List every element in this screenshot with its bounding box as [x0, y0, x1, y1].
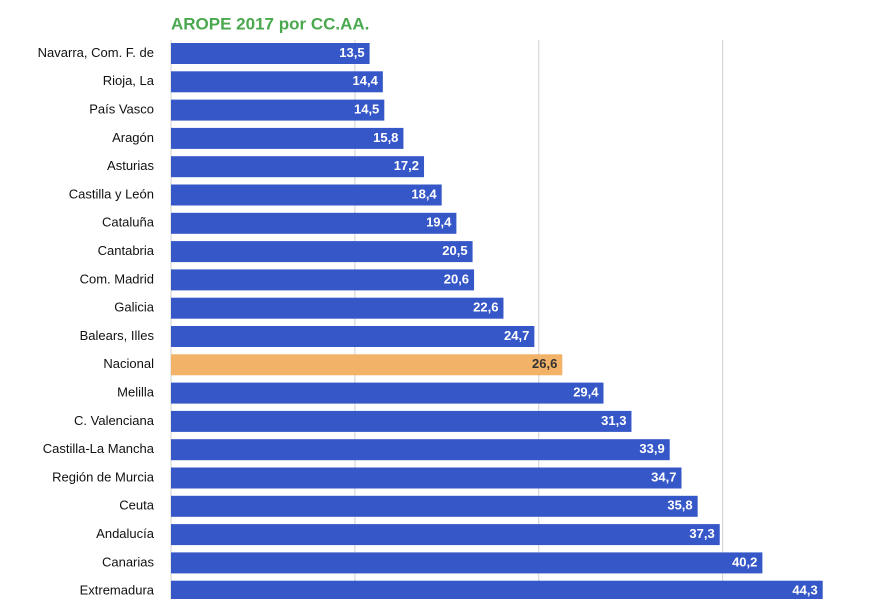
value-label: 14,5: [354, 102, 379, 117]
category-label: Galicia: [114, 300, 155, 315]
value-label: 24,7: [504, 328, 529, 343]
category-label: Cataluña: [102, 215, 155, 230]
value-label: 34,7: [651, 469, 676, 484]
category-label: Com. Madrid: [80, 271, 154, 286]
bar: [171, 241, 473, 263]
bar: [171, 269, 475, 291]
bar: [171, 156, 425, 178]
value-label: 26,6: [532, 356, 557, 371]
value-label: 40,2: [732, 554, 757, 569]
bar: [171, 467, 682, 489]
bar: [171, 326, 535, 347]
category-label: Rioja, La: [103, 73, 155, 88]
category-label: Balears, Illes: [80, 328, 155, 343]
category-label: Castilla y León: [69, 186, 154, 201]
bar: [171, 439, 670, 461]
value-label: 13,5: [339, 45, 364, 60]
category-label: C. Valenciana: [74, 413, 155, 428]
value-label: 31,3: [601, 413, 626, 428]
bar: [171, 552, 763, 574]
bar: [171, 184, 442, 206]
bar: [171, 524, 720, 546]
category-label: Aragón: [112, 130, 154, 145]
bar: [171, 127, 404, 149]
value-label: 29,4: [573, 385, 599, 400]
value-label: 35,8: [667, 498, 692, 513]
value-label: 18,4: [411, 186, 437, 201]
bar: [171, 382, 604, 404]
value-label: 22,6: [473, 300, 498, 315]
category-label: Canarias: [102, 554, 155, 569]
category-label: Navarra, Com. F. de: [38, 45, 154, 60]
bar: [171, 297, 504, 319]
value-label: 44,3: [792, 583, 817, 598]
category-label: Región de Murcia: [52, 469, 155, 484]
category-label: Castilla-La Mancha: [43, 441, 155, 456]
value-label: 20,5: [442, 243, 467, 258]
value-label: 15,8: [373, 130, 398, 145]
value-label: 37,3: [689, 526, 714, 541]
bar: [171, 212, 457, 234]
category-label: Extremadura: [80, 583, 155, 598]
value-label: 14,4: [353, 73, 379, 88]
bar: [171, 354, 563, 376]
value-label: 20,6: [444, 271, 469, 286]
bar: [171, 580, 823, 599]
bar: [171, 495, 698, 517]
bar: [171, 99, 385, 121]
bar: [171, 43, 370, 64]
category-label: Melilla: [117, 385, 155, 400]
category-label: Cantabria: [98, 243, 155, 258]
value-label: 19,4: [426, 215, 452, 230]
value-label: 17,2: [394, 158, 419, 173]
category-label: Andalucía: [96, 526, 155, 541]
category-label: Ceuta: [119, 498, 154, 513]
bar: [171, 71, 383, 93]
category-label: Nacional: [103, 356, 154, 371]
value-label: 33,9: [639, 441, 664, 456]
chart-title: AROPE 2017 por CC.AA.: [171, 14, 369, 33]
bar: [171, 410, 632, 432]
category-label: País Vasco: [89, 102, 154, 117]
category-label: Asturias: [107, 158, 154, 173]
